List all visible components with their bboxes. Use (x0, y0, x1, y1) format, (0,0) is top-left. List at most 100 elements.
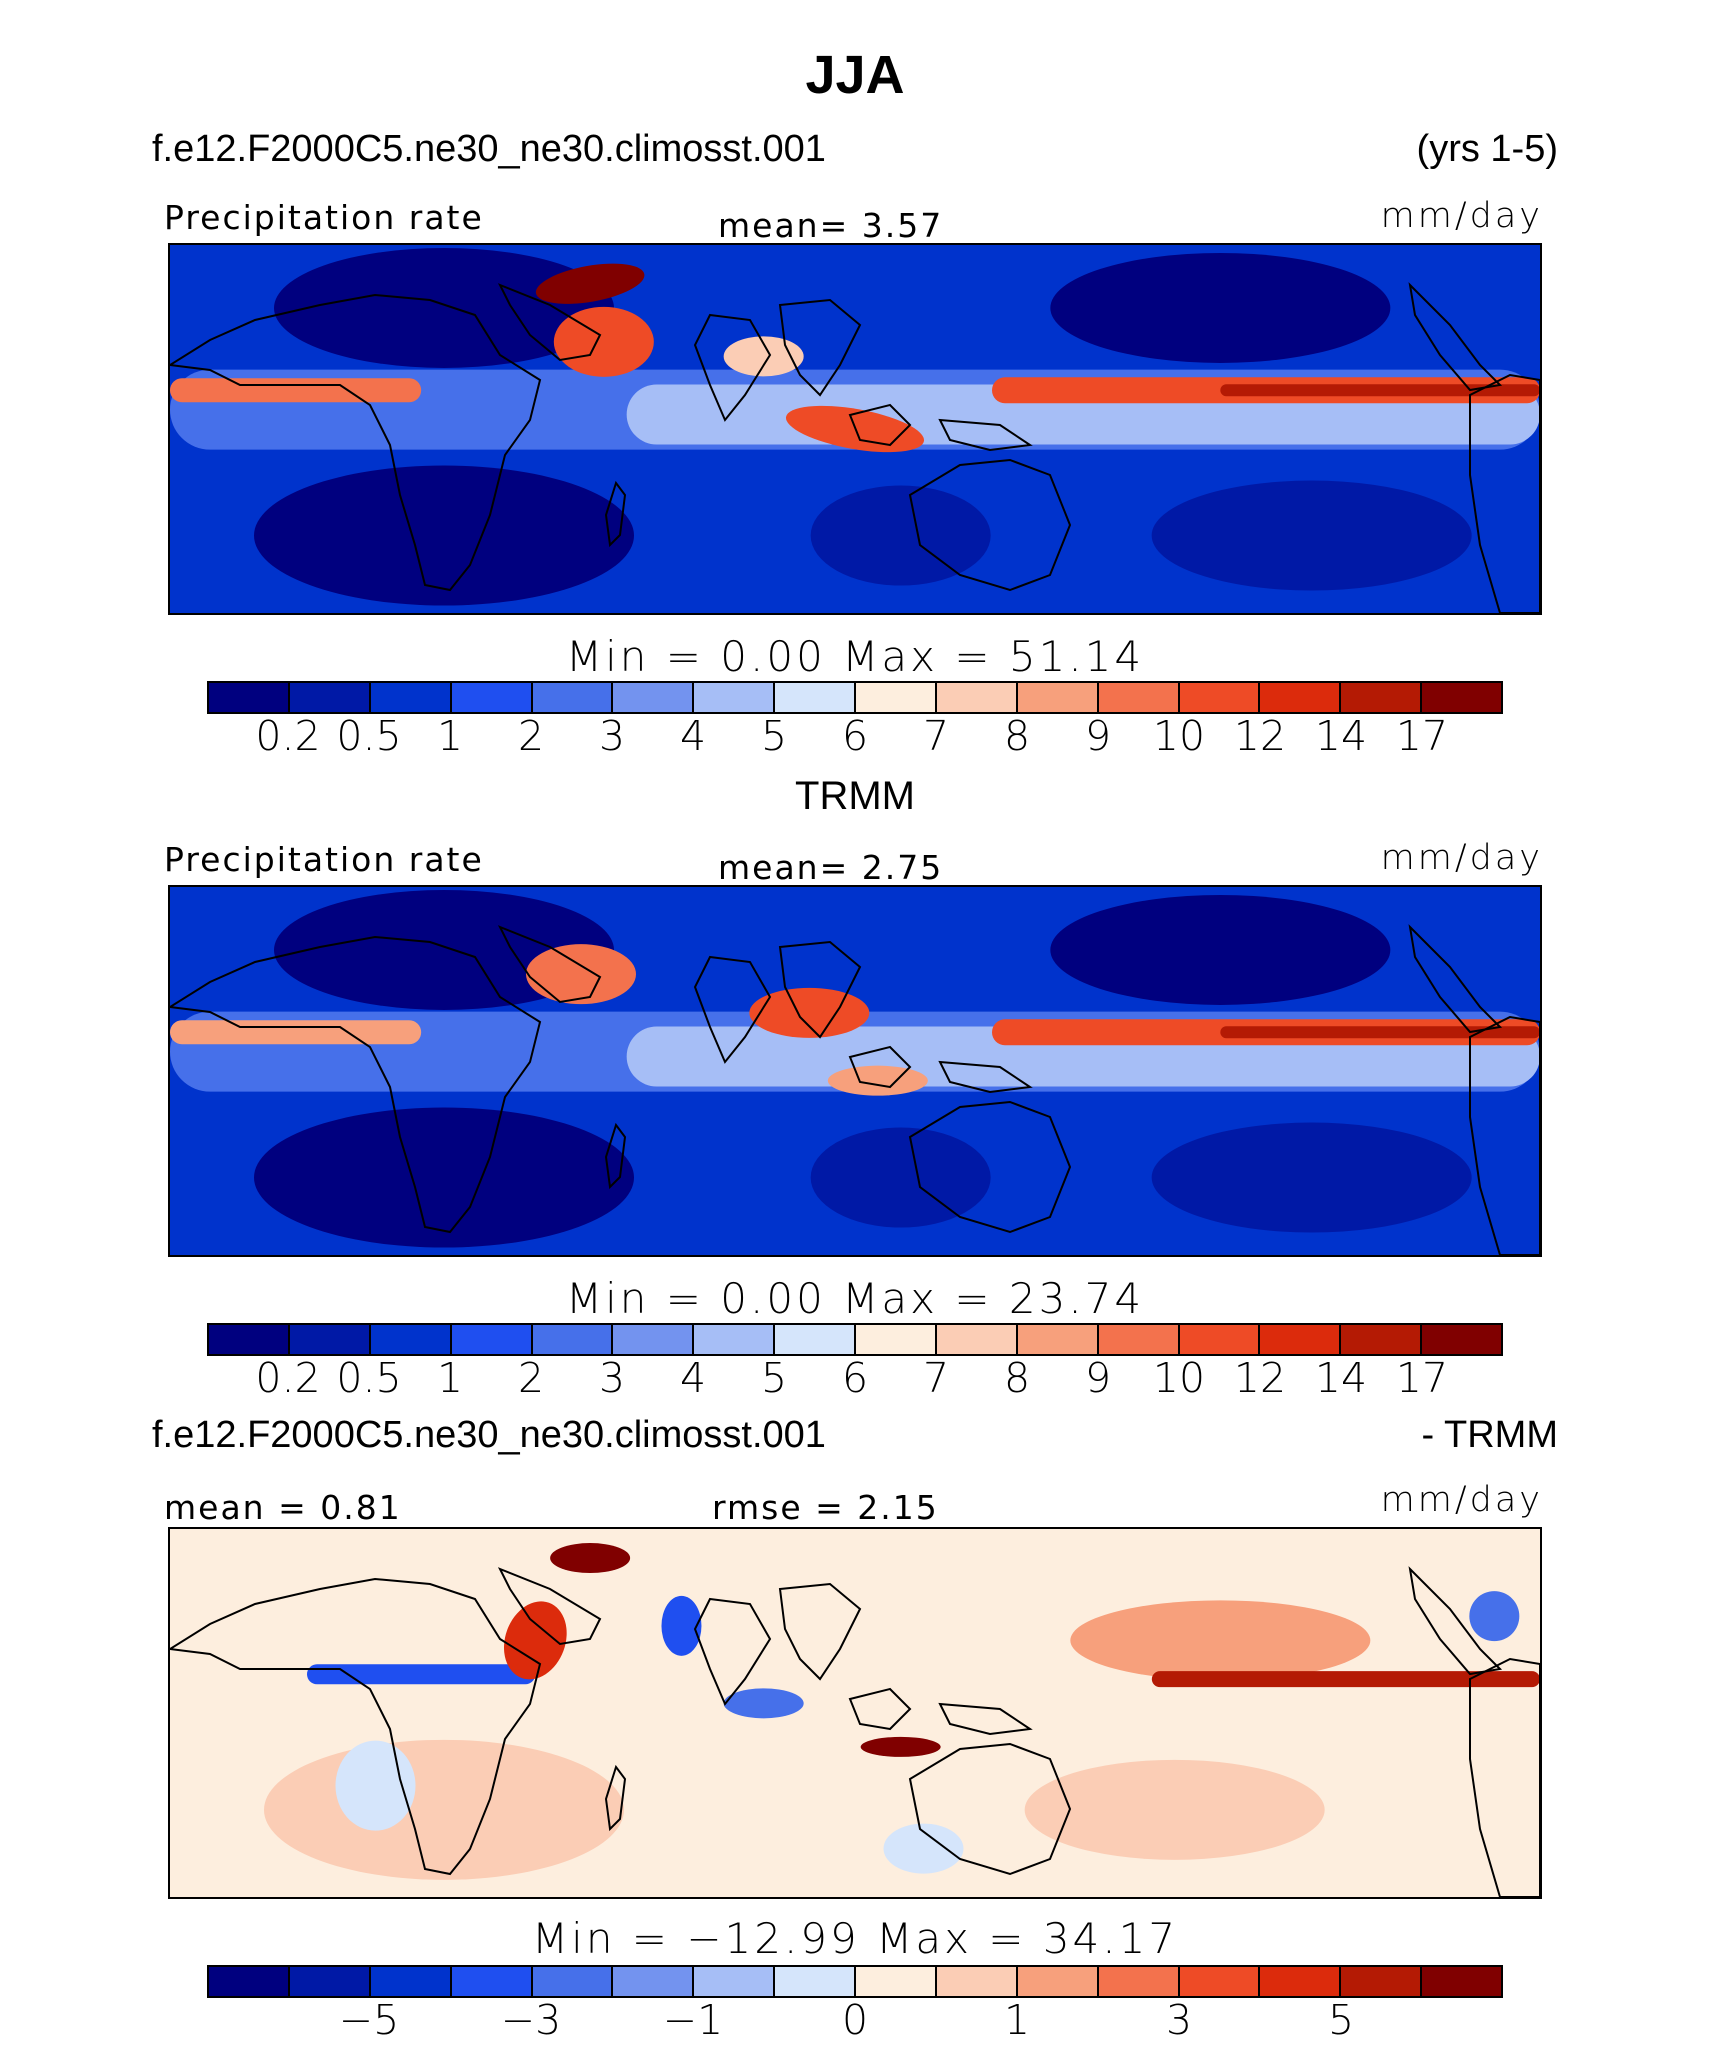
coastline (778, 298, 862, 397)
colorbar-swatch (1017, 1325, 1099, 1354)
colorbar-swatch (1017, 1967, 1099, 1996)
coastline (693, 955, 772, 1064)
colorbar-swatch (289, 683, 371, 712)
atlantic-itcz (170, 1020, 422, 1045)
panel3-rmse-label: rmse = 2.15 (712, 1488, 939, 1527)
coastline (604, 1764, 627, 1832)
diff-region (1024, 1759, 1325, 1860)
colorbar-tick-label: 17 (1395, 712, 1449, 760)
colorbar-swatch (451, 1967, 533, 1996)
colorbar-tick-label: 0.5 (336, 712, 402, 760)
colorbar-tick-label: −3 (500, 1996, 562, 2044)
colorbar-swatch (1098, 1967, 1180, 1996)
dry-region (1050, 252, 1391, 363)
colorbar-tick-label: 7 (922, 1354, 950, 1402)
diff-region (1070, 1600, 1371, 1681)
coastline (497, 283, 602, 362)
coastline (848, 403, 912, 447)
colorbar-swatch (532, 1967, 614, 1996)
diff-negative (723, 1688, 804, 1719)
panel3-colorbar-ticks: −5 −3 −1 0 1 3 5 (207, 1996, 1503, 2046)
colorbar-swatch (370, 1967, 452, 1996)
colorbar-swatch (694, 683, 776, 712)
panel1-variable-label: Precipitation rate (164, 198, 484, 237)
coastline (848, 1687, 912, 1731)
coastline (693, 1597, 772, 1706)
diff-indonesia (860, 1736, 941, 1757)
colorbar-swatch (370, 683, 452, 712)
panel2-units-label: mm/day (1380, 838, 1543, 878)
colorbar-tick-label: 7 (922, 712, 950, 760)
dry-region (274, 247, 614, 368)
colorbar-swatch (694, 1967, 776, 1996)
colorbar-swatch (289, 1967, 371, 1996)
coastline (170, 293, 542, 592)
colorbar-tick-label: 12 (1233, 1354, 1287, 1402)
coastline (170, 935, 542, 1234)
spcz (827, 1065, 928, 1096)
colorbar-tick-label: 17 (1395, 1354, 1449, 1402)
panel3-mean-label: mean = 0.81 (164, 1488, 402, 1527)
colorbar-tick-label: 10 (1152, 712, 1206, 760)
colorbar-swatch (1341, 1967, 1423, 1996)
warm-pool (749, 987, 870, 1038)
colorbar-tick-label: 1 (436, 1354, 464, 1402)
dry-region (810, 1127, 991, 1228)
panel1-mean-label: mean= 3.57 (718, 206, 944, 245)
coastline (170, 1577, 542, 1876)
panel1-colorbar-ticks: 0.2 0.5 1 2 3 4 5 6 7 8 9 10 12 14 17 (207, 712, 1503, 762)
colorbar-tick-label: 4 (679, 1354, 707, 1402)
diff-negative (335, 1740, 416, 1831)
colorbar-tick-label: 3 (598, 712, 626, 760)
monsoon (553, 306, 654, 377)
colorbar-tick-label: −5 (338, 1996, 400, 2044)
diff-himalaya (550, 1543, 631, 1574)
coastline (1469, 373, 1540, 613)
colorbar-tick-label: 5 (760, 1354, 788, 1402)
colorbar-swatch (1098, 683, 1180, 712)
colorbar-swatch (856, 683, 937, 712)
colorbar-swatch (1098, 1325, 1180, 1354)
dry-region (1151, 1122, 1472, 1233)
colorbar-swatch (1179, 1967, 1261, 1996)
panel3-minmax: Min = −12.99 Max = 34.17 (531, 1914, 1179, 1963)
colorbar-tick-label: 12 (1233, 712, 1287, 760)
colorbar-swatch (936, 1325, 1018, 1354)
diff-negative (661, 1595, 702, 1656)
coastline (778, 940, 862, 1039)
diff-case-name: f.e12.F2000C5.ne30_ne30.climosst.001 (152, 1414, 826, 1456)
case-name: f.e12.F2000C5.ne30_ne30.climosst.001 (152, 128, 826, 170)
colorbar-swatch (1260, 683, 1342, 712)
coastline (938, 1060, 1033, 1094)
panel1-map-svg (170, 245, 1540, 613)
colorbar-swatch (856, 1325, 937, 1354)
coastline (938, 418, 1033, 452)
diff-monsoon (503, 1601, 567, 1680)
obs-title: TRMM (795, 774, 915, 818)
years-label: (yrs 1-5) (1416, 128, 1558, 170)
panel1-colorbar (207, 681, 1503, 714)
coastline (1469, 1657, 1540, 1897)
panel1-map (168, 243, 1542, 615)
panel2-minmax: Min = 0.00 Max = 23.74 (565, 1274, 1145, 1323)
colorbar-tick-label: 6 (841, 712, 869, 760)
panel1-units-label: mm/day (1380, 196, 1543, 236)
diff-suffix: - TRMM (1421, 1414, 1559, 1456)
colorbar-swatch (289, 1325, 371, 1354)
colorbar-swatch (209, 683, 290, 712)
atlantic-itcz (170, 378, 422, 403)
panel3-map-svg (170, 1529, 1540, 1897)
panel2-variable-label: Precipitation rate (164, 840, 484, 879)
colorbar-swatch (613, 1325, 695, 1354)
panel2-map-svg (170, 887, 1540, 1255)
colorbar-tick-label: 6 (841, 1354, 869, 1402)
colorbar-swatch (856, 1967, 937, 1996)
panel3-map (168, 1527, 1542, 1899)
colorbar-swatch (209, 1325, 290, 1354)
colorbar-swatch (209, 1967, 290, 1996)
coastline (908, 458, 1072, 592)
colorbar-swatch (775, 1967, 856, 1996)
diff-negative (883, 1823, 964, 1874)
colorbar-swatch (370, 1325, 452, 1354)
colorbar-tick-label: 2 (517, 712, 545, 760)
